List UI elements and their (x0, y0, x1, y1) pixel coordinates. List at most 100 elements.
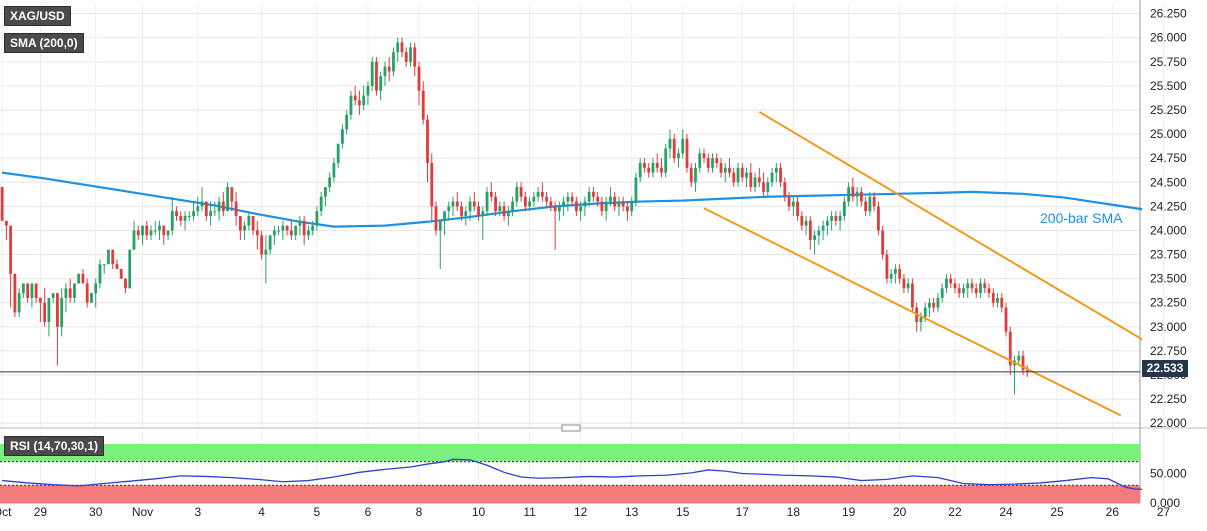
candle-bullish (847, 187, 851, 202)
candle-bearish (974, 288, 978, 294)
candle-bearish (417, 66, 421, 91)
candle-bearish (783, 182, 787, 197)
candle-bearish (68, 288, 72, 298)
candle-bearish (204, 201, 208, 216)
rsi-indicator-badge: RSI (14,70,30,1) (4, 436, 105, 456)
candle-bullish (838, 216, 842, 221)
price-tick-label: 22.750 (1150, 344, 1187, 358)
candle-bearish (859, 191, 863, 202)
time-tick-label: 26 (1106, 505, 1120, 519)
candle-bearish (238, 216, 242, 231)
candle-bullish (306, 230, 310, 236)
candle-bullish (736, 167, 740, 183)
rsi-overbought-zone (0, 444, 1140, 462)
candle-bullish (711, 158, 714, 168)
candle-bullish (366, 85, 370, 96)
candle-bullish (272, 230, 276, 236)
candle-bearish (421, 90, 425, 120)
candle-bullish (945, 278, 948, 289)
time-tick-label: Nov (132, 505, 153, 519)
candle-bearish (502, 206, 506, 216)
rsi-tick-label: 50.000 (1150, 467, 1187, 481)
candle-bearish (136, 230, 140, 236)
candle-bullish (817, 230, 821, 236)
time-tick-label: 11 (523, 505, 536, 519)
candle-bullish (345, 114, 349, 130)
candle-bearish (430, 163, 434, 207)
candle-bearish (9, 225, 13, 274)
candle-bullish (996, 297, 999, 303)
candle-bullish (294, 225, 298, 236)
candle-bullish (264, 249, 268, 255)
candle-bearish (902, 278, 906, 289)
candle-bullish (638, 163, 642, 178)
time-tick-label: 19 (842, 505, 856, 519)
candle-bearish (124, 278, 127, 289)
candle-bearish (885, 254, 889, 279)
pane-resize-handle (561, 424, 581, 432)
price-tick-label: 25.750 (1150, 55, 1187, 69)
price-tick-label: 22.000 (1150, 416, 1187, 430)
candle-bullish (766, 182, 770, 192)
candle-bullish (128, 249, 132, 289)
candle-bearish (56, 293, 59, 327)
candle-bearish (749, 172, 753, 188)
price-tick-label: 24.250 (1150, 199, 1187, 213)
candle-bullish (77, 273, 81, 284)
candle-bullish (451, 201, 455, 207)
candle-bullish (579, 206, 583, 212)
sma-indicator-badge: SMA (200,0) (4, 33, 84, 53)
price-tick-label: 23.000 (1150, 320, 1187, 334)
candle-bearish (596, 196, 600, 202)
candle-bullish (107, 249, 110, 265)
candle-bullish (187, 216, 191, 217)
time-tick-label: 8 (416, 505, 423, 519)
candle-bullish (226, 187, 229, 212)
candle-bullish (73, 283, 76, 298)
rsi-oversold-zone (0, 485, 1140, 503)
candle-bullish (149, 230, 153, 236)
candle-bearish (685, 138, 689, 168)
candle-bearish (353, 95, 357, 101)
candle-bullish (532, 196, 536, 202)
candle-bearish (111, 249, 115, 265)
candle-bullish (30, 283, 34, 298)
candle-bullish (928, 302, 931, 308)
candle-bearish (719, 163, 723, 173)
candle-bullish (170, 211, 174, 231)
candle-bearish (987, 288, 991, 294)
candle-bearish (732, 172, 736, 183)
candle-bearish (876, 206, 880, 231)
candle-bearish (545, 196, 549, 202)
time-tick-label: 24 (999, 505, 1013, 519)
candle-bullish (268, 235, 272, 250)
candle-bullish (311, 225, 315, 231)
candle-bearish (762, 182, 765, 192)
candle-bearish (81, 273, 85, 284)
candle-bearish (591, 191, 595, 197)
candle-bullish (47, 297, 51, 322)
candle-bullish (60, 297, 64, 327)
candle-bullish (940, 288, 944, 298)
candle-bullish (894, 269, 897, 274)
price-tick-label: 24.000 (1150, 223, 1187, 237)
candle-bearish (477, 206, 480, 216)
candle-bullish (677, 153, 680, 159)
candle-bearish (426, 119, 429, 163)
price-tick-label: 26.250 (1150, 7, 1187, 21)
candle-bullish (604, 201, 608, 212)
candle-bearish (872, 196, 876, 207)
time-tick-label: 10 (472, 505, 486, 519)
price-tick-label: 23.500 (1150, 272, 1187, 286)
candle-bearish (1008, 331, 1012, 366)
candle-bullish (396, 42, 400, 53)
candle-bullish (485, 191, 489, 212)
channel-upper-trendline (758, 111, 1143, 341)
candle-bearish (898, 269, 902, 279)
candle-bearish (0, 187, 4, 221)
candle-bullish (774, 167, 778, 173)
candle-bearish (4, 220, 8, 226)
candle-bullish (566, 196, 570, 202)
